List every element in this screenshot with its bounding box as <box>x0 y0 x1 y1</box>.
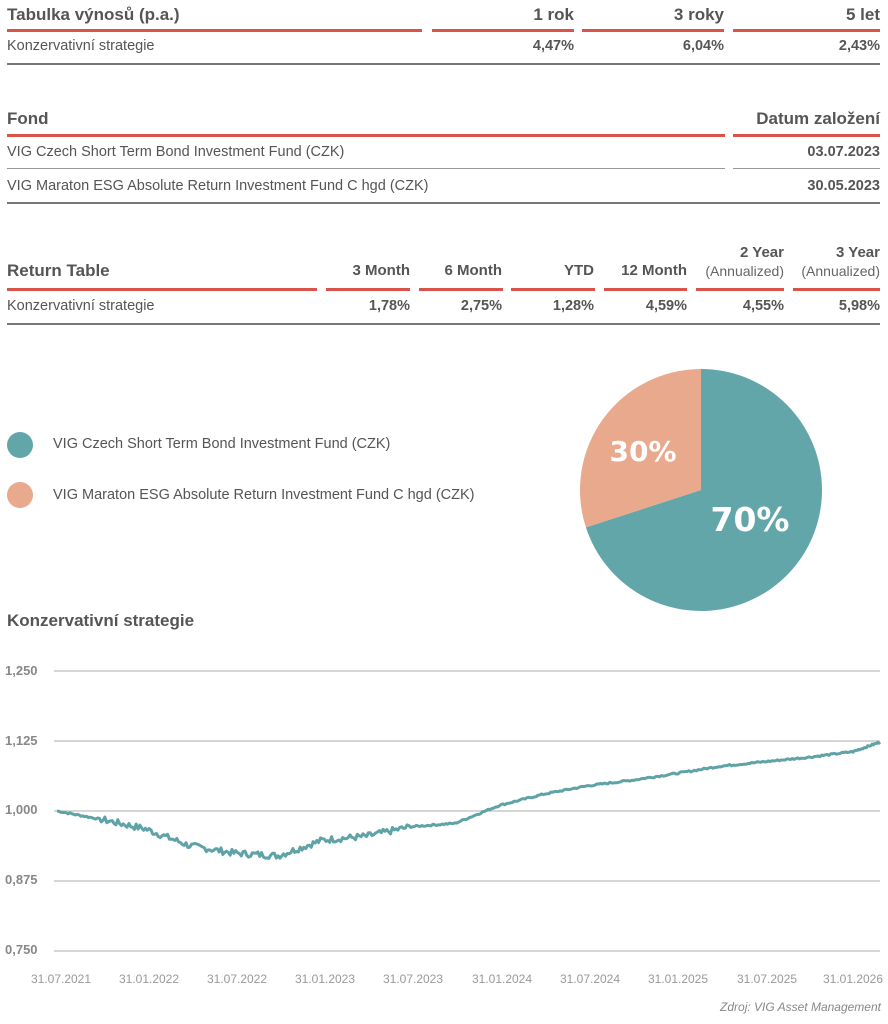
divider <box>604 288 687 291</box>
divider <box>733 168 880 169</box>
legend-label: VIG Czech Short Term Bond Investment Fun… <box>53 436 391 452</box>
pie-label-30: 30% <box>609 435 676 468</box>
col-2y: 2 Year (Annualized) <box>705 244 784 279</box>
value-3m: 1,78% <box>368 298 410 314</box>
divider <box>7 29 422 32</box>
divider <box>733 134 880 137</box>
divider <box>7 63 880 65</box>
line-chart <box>54 670 882 952</box>
divider <box>696 288 784 291</box>
y-tick: 1,250 <box>5 663 38 678</box>
divider <box>7 202 880 204</box>
fund-date: 30.05.2023 <box>807 178 880 194</box>
y-tick: 1,000 <box>5 802 38 817</box>
return-table-title: Return Table <box>7 261 110 280</box>
x-tick: 31.07.2023 <box>382 972 444 986</box>
divider <box>7 288 317 291</box>
divider <box>7 323 880 325</box>
returns-col-1y: 1 rok <box>533 5 574 24</box>
x-tick: 31.01.2025 <box>647 972 709 986</box>
x-tick: 31.01.2024 <box>471 972 533 986</box>
divider <box>419 288 503 291</box>
pie-chart: 70% 30% <box>580 369 822 611</box>
value-ytd: 1,28% <box>552 298 594 314</box>
x-tick: 31.07.2024 <box>559 972 621 986</box>
col-3m: 3 Month <box>352 262 411 279</box>
divider <box>582 29 724 32</box>
fund-date: 03.07.2023 <box>807 144 880 160</box>
y-tick: 0,750 <box>5 942 38 957</box>
value-5y: 2,43% <box>838 38 880 54</box>
value-6m: 2,75% <box>460 298 502 314</box>
legend-dot-maraton <box>7 482 33 508</box>
pie-slice-czech <box>585 369 822 611</box>
value-2y: 4,55% <box>742 298 784 314</box>
pie-label-70: 70% <box>711 500 790 539</box>
value-12m: 4,59% <box>645 298 687 314</box>
row-name: Konzervativní strategie <box>7 298 155 314</box>
fund-name: VIG Czech Short Term Bond Investment Fun… <box>7 144 345 160</box>
col-3y: 3 Year (Annualized) <box>801 244 880 279</box>
x-tick: 31.07.2021 <box>30 972 92 986</box>
value-3y: 6,04% <box>682 38 724 54</box>
x-tick: 31.01.2026 <box>822 972 884 986</box>
divider <box>7 134 725 137</box>
col-12m: 12 Month <box>621 262 687 279</box>
divider <box>326 288 410 291</box>
y-tick: 0,875 <box>5 872 38 887</box>
series-line <box>56 740 882 860</box>
fund-col-header: Fond <box>7 109 49 128</box>
y-tick: 1,125 <box>5 733 38 748</box>
divider <box>793 288 880 291</box>
x-tick: 31.07.2022 <box>206 972 268 986</box>
line-chart-title: Konzervativní strategie <box>7 611 195 630</box>
returns-table-title: Tabulka výnosů (p.a.) <box>7 5 180 24</box>
divider <box>733 29 880 32</box>
legend-dot-czech <box>7 432 33 458</box>
pie-slice-maraton <box>580 369 701 528</box>
returns-col-3y: 3 roky <box>673 5 724 24</box>
source-note: Zdroj: VIG Asset Management <box>720 1000 881 1014</box>
value-1y: 4,47% <box>532 38 574 54</box>
date-col-header: Datum založení <box>756 109 880 128</box>
returns-col-5y: 5 let <box>845 5 880 24</box>
divider <box>511 288 595 291</box>
x-tick: 31.01.2023 <box>294 972 356 986</box>
col-6m: 6 Month <box>444 262 503 279</box>
row-name: Konzervativní strategie <box>7 38 155 54</box>
divider <box>7 168 725 169</box>
col-ytd: YTD <box>564 262 594 279</box>
x-tick: 31.07.2025 <box>736 972 798 986</box>
x-tick: 31.01.2022 <box>118 972 180 986</box>
legend-label: VIG Maraton ESG Absolute Return Investme… <box>53 487 475 503</box>
fund-name: VIG Maraton ESG Absolute Return Investme… <box>7 178 429 194</box>
divider <box>432 29 574 32</box>
value-3y: 5,98% <box>838 298 880 314</box>
